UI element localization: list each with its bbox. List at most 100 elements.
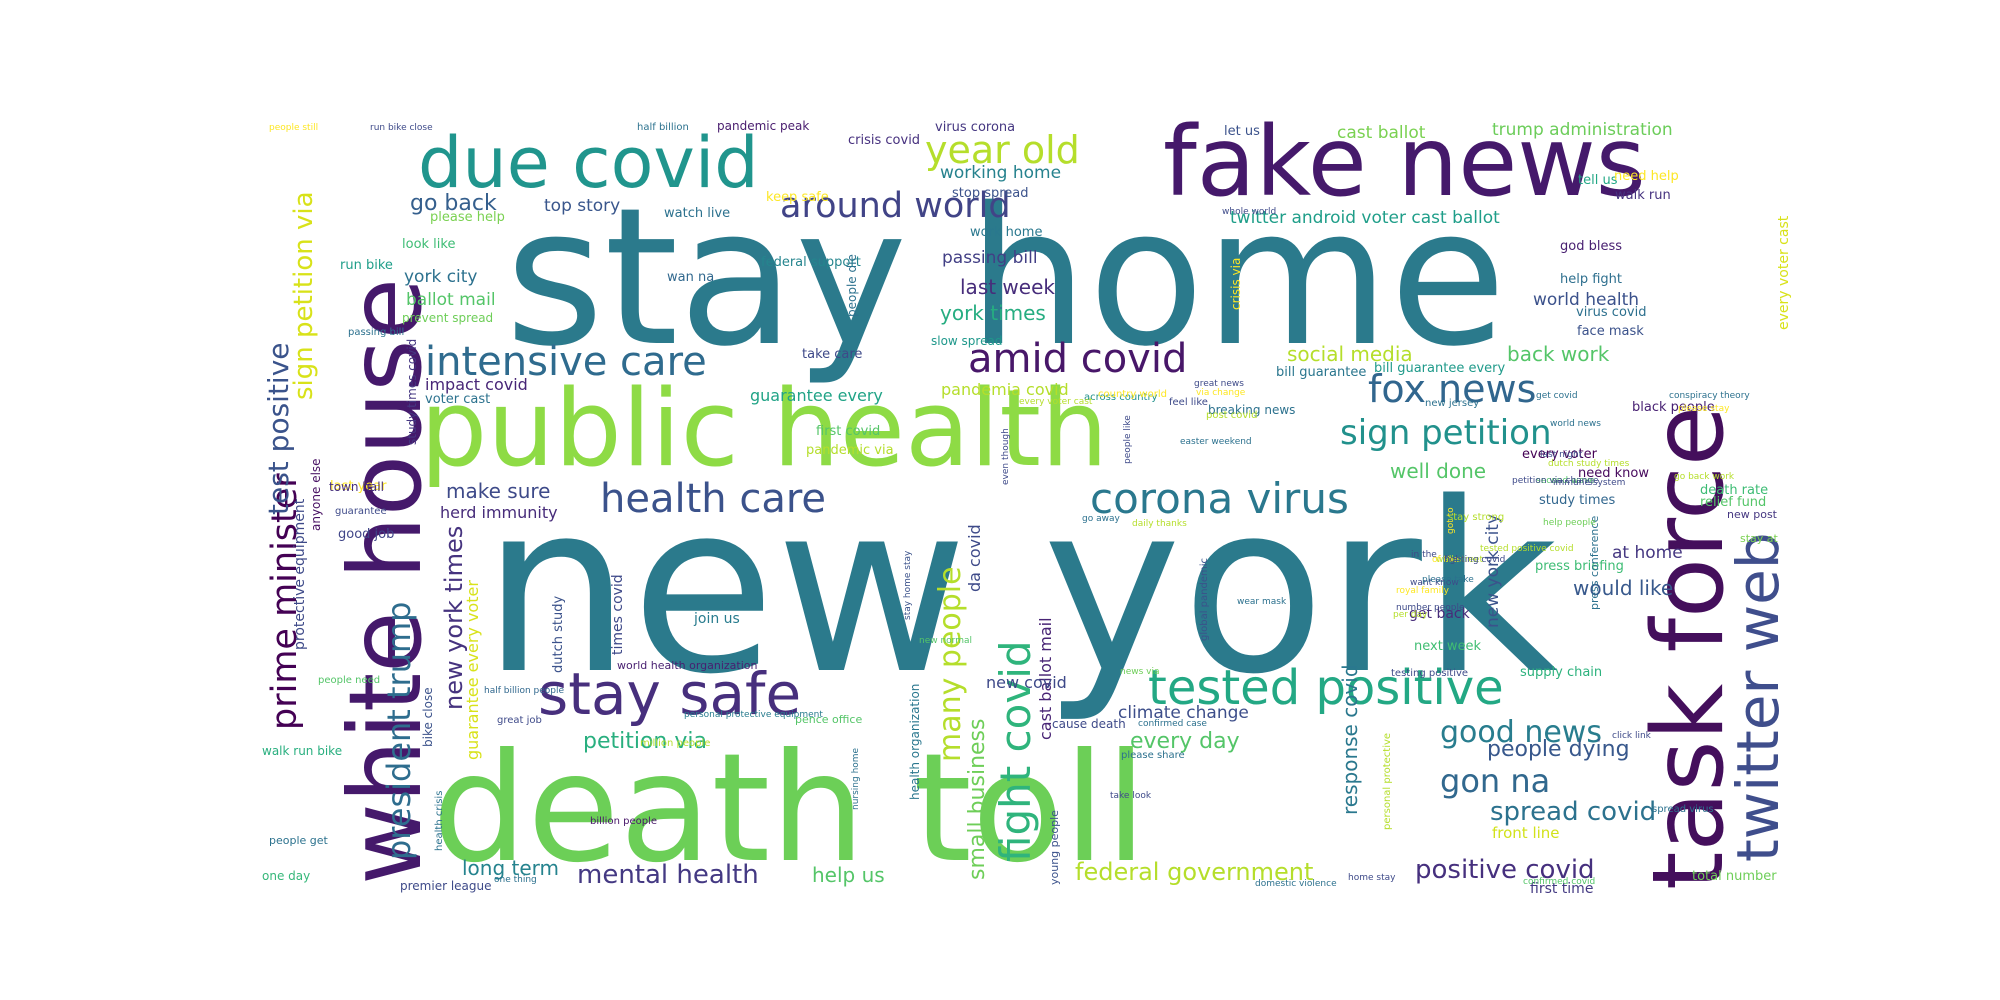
word-28: mental health (577, 860, 759, 890)
word-127: town hall (329, 480, 384, 494)
word-73: good job (338, 527, 394, 542)
word-97: virus covid (1576, 305, 1646, 320)
word-120: take care (802, 347, 862, 362)
word-75: protective equipment (292, 498, 308, 650)
word-53: world health (1533, 290, 1639, 310)
word-135: half billion people (484, 686, 565, 696)
word-161: per day (1393, 610, 1428, 620)
word-4: white house (327, 278, 444, 885)
word-76: study times covid (405, 339, 419, 445)
word-56: cast ballot mail (1036, 617, 1055, 740)
word-157: click link (1612, 731, 1652, 741)
word-119: people die (845, 254, 859, 317)
word-78: times covid (610, 574, 626, 655)
word-159: press conference (1588, 516, 1601, 610)
word-69: first time (1530, 881, 1593, 897)
word-33: petition via (583, 729, 707, 754)
word-42: well done (1390, 459, 1486, 483)
word-16: year old (925, 128, 1080, 172)
word-113: watch live (664, 206, 730, 221)
word-35: small business (965, 719, 990, 880)
word-109: run bike close (370, 123, 433, 133)
word-132: premier league (400, 879, 492, 893)
word-165: please take (1422, 575, 1474, 585)
word-169: fighting covid (1444, 555, 1505, 565)
word-3: public health (420, 367, 1108, 490)
word-143: stay home stay (903, 550, 913, 620)
word-87: need know (1578, 466, 1649, 481)
word-104: crisis covid (848, 133, 920, 148)
word-23: good news (1440, 715, 1602, 750)
word-151: take look (1110, 791, 1152, 801)
word-85: supply chain (1520, 665, 1602, 680)
word-81: health organization (908, 684, 922, 800)
word-10: tested positive (1148, 660, 1504, 716)
word-177: go away (1082, 514, 1120, 524)
word-153: home stay (1348, 873, 1396, 883)
word-94: bill guarantee (1276, 365, 1366, 380)
word-173: new jersey (1425, 398, 1479, 409)
word-79: join us (693, 611, 740, 627)
word-20: sign petition (1340, 413, 1552, 453)
word-152: domestic violence (1255, 879, 1337, 889)
word-160: testing positive (1391, 668, 1468, 679)
word-47: ballot mail (406, 290, 496, 310)
word-100: walk run (1615, 188, 1671, 203)
word-133: one thing (494, 875, 537, 885)
word-123: pandemic via (806, 443, 894, 458)
word-110: stop spread (952, 186, 1029, 201)
word-102: need help (1614, 169, 1679, 184)
word-27: positive covid (1415, 855, 1595, 885)
word-140: billion people (590, 816, 657, 827)
word-52: climate change (1118, 703, 1249, 723)
word-139: million people (640, 738, 710, 749)
word-13: fight covid (991, 640, 1040, 862)
word-21: president trump (380, 602, 418, 860)
word-60: working home (940, 163, 1061, 183)
word-134: people need (318, 675, 380, 686)
word-183: get covid (1536, 391, 1578, 401)
word-144: new normal (919, 636, 972, 646)
word-129: passing bill (348, 327, 404, 338)
word-24: many people (933, 566, 968, 762)
word-38: response covid (1338, 664, 1362, 815)
word-12: corona virus (1090, 474, 1349, 523)
word-22: gon na (1440, 762, 1550, 800)
word-62: new covid (986, 673, 1067, 692)
word-15: amid covid (968, 336, 1187, 382)
word-39: last week (960, 275, 1055, 299)
word-95: bill guarantee every (1374, 361, 1505, 376)
word-71: one day (262, 869, 310, 883)
word-17: fox news (1368, 367, 1536, 411)
word-63: guarantee every (750, 386, 883, 405)
word-30: new york times (440, 526, 468, 710)
word-192: even though (1001, 428, 1011, 485)
word-191: every voter cast (1019, 397, 1093, 407)
word-138: pence office (795, 713, 862, 726)
word-130: bike close (421, 687, 435, 747)
word-175: help people (1543, 518, 1596, 528)
word-5: task force (1632, 406, 1746, 890)
word-167: wall street (1436, 555, 1484, 565)
word-1: stay home (505, 167, 1506, 388)
word-89: black people (1632, 400, 1715, 415)
word-117: wan na (667, 270, 714, 285)
word-193: country world (1098, 389, 1167, 400)
word-107: half billion (637, 122, 689, 133)
word-59: passing bill (942, 248, 1038, 268)
word-103: let us (1224, 124, 1260, 139)
word-57: trump administration (1492, 120, 1673, 140)
word-185: conspiracy theory (1669, 391, 1750, 401)
word-77: dutch study (551, 596, 566, 673)
word-112: please help (430, 210, 505, 225)
word-96: face mask (1577, 324, 1644, 339)
word-141: young people (1048, 810, 1061, 885)
word-194: via change (1196, 388, 1246, 398)
word-171: got to (1446, 507, 1456, 534)
word-82: get back (1409, 606, 1471, 622)
word-136: great job (497, 715, 542, 726)
word-26: sign petition via (289, 191, 319, 400)
word-61: at home (1612, 543, 1683, 563)
